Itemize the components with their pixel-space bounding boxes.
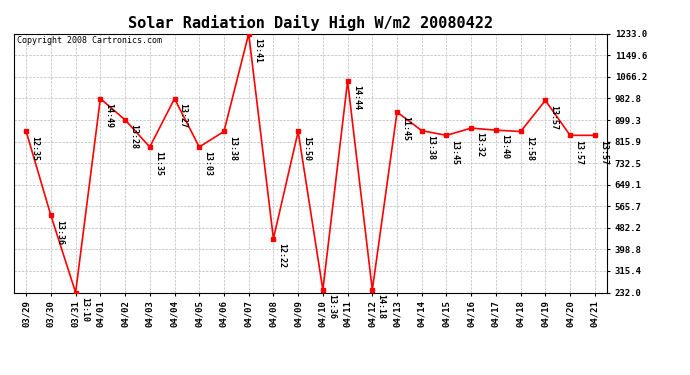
Text: 11:35: 11:35 — [154, 151, 163, 176]
Text: 13:28: 13:28 — [129, 124, 138, 149]
Text: 13:32: 13:32 — [475, 132, 484, 157]
Text: Copyright 2008 Cartronics.com: Copyright 2008 Cartronics.com — [17, 36, 161, 45]
Text: 13:38: 13:38 — [228, 136, 237, 160]
Text: 12:35: 12:35 — [30, 136, 39, 160]
Text: 13:36: 13:36 — [55, 220, 64, 245]
Text: 13:57: 13:57 — [599, 140, 608, 165]
Text: 14:44: 14:44 — [352, 85, 361, 110]
Text: 13:40: 13:40 — [500, 134, 509, 159]
Text: 13:45: 13:45 — [451, 140, 460, 165]
Text: 13:03: 13:03 — [204, 151, 213, 176]
Text: 13:10: 13:10 — [80, 297, 89, 322]
Text: 11:45: 11:45 — [401, 116, 410, 141]
Text: 14:18: 14:18 — [377, 294, 386, 319]
Text: 13:36: 13:36 — [327, 294, 336, 319]
Text: 14:49: 14:49 — [104, 103, 113, 128]
Text: 12:58: 12:58 — [525, 136, 534, 160]
Title: Solar Radiation Daily High W/m2 20080422: Solar Radiation Daily High W/m2 20080422 — [128, 15, 493, 31]
Text: 12:22: 12:22 — [277, 243, 286, 268]
Text: 13:38: 13:38 — [426, 135, 435, 160]
Text: 15:50: 15:50 — [302, 136, 311, 160]
Text: 13:57: 13:57 — [574, 140, 583, 165]
Text: 13:57: 13:57 — [549, 105, 558, 130]
Text: 13:41: 13:41 — [253, 38, 262, 63]
Text: 13:27: 13:27 — [179, 103, 188, 128]
